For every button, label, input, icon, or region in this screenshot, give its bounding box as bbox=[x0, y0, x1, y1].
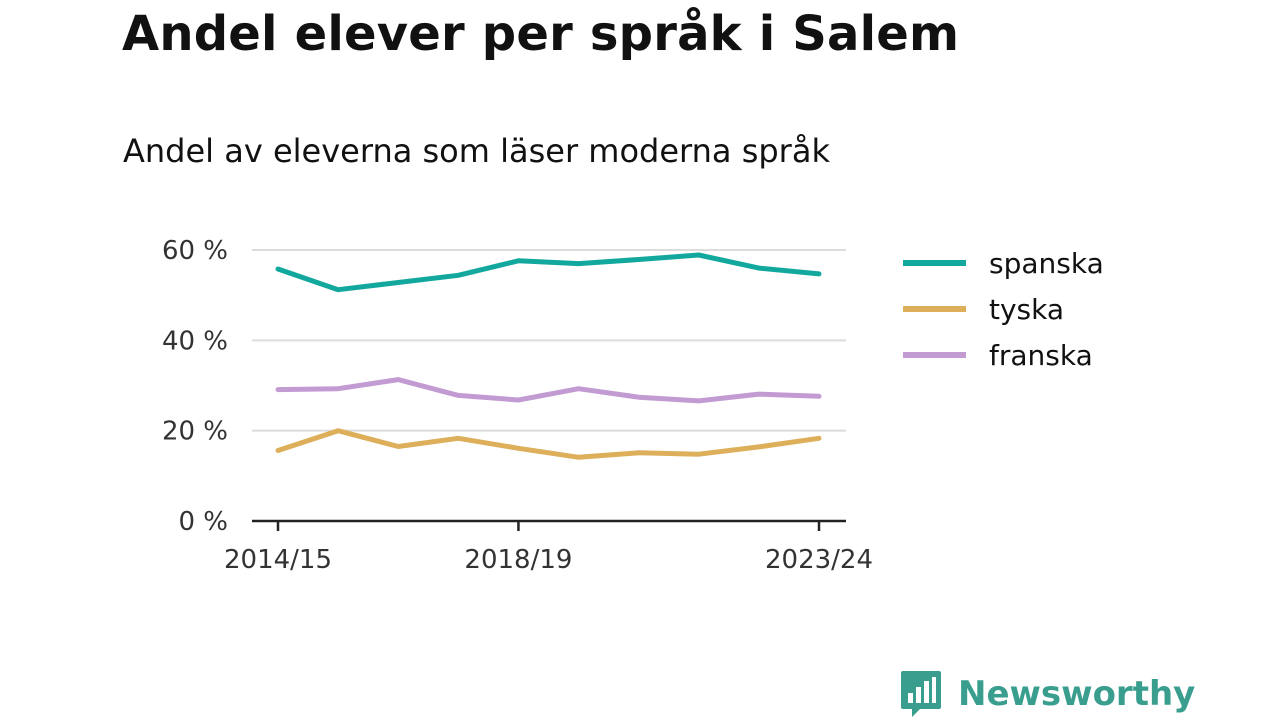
brand-name: Newsworthy bbox=[958, 674, 1196, 714]
series-line-spanska bbox=[275, 252, 822, 293]
chart-title: Andel elever per språk i Salem bbox=[122, 6, 960, 62]
x-tick-label: 2018/19 bbox=[464, 545, 572, 575]
y-axis-tick-labels: 0 % 20 % 40 % 60 % bbox=[162, 236, 228, 537]
x-tick-label: 2014/15 bbox=[224, 545, 332, 575]
newsworthy-logo: Newsworthy bbox=[900, 668, 1195, 720]
legend-label-tyska: tyska bbox=[989, 293, 1064, 326]
series-line-franska bbox=[275, 377, 822, 404]
chart-subtitle: Andel av eleverna som läser moderna språ… bbox=[123, 132, 830, 170]
line-chart: 0 % 20 % 40 % 60 % 2014/15 2018/19 2023/24 sp… bbox=[162, 236, 1104, 575]
x-tick-label: 2023/24 bbox=[765, 545, 873, 575]
x-axis-tick-labels: 2014/15 2018/19 2023/24 bbox=[224, 545, 873, 575]
x-axis bbox=[252, 519, 846, 531]
y-tick-label: 60 % bbox=[162, 236, 228, 266]
legend: spanska tyska franska bbox=[903, 247, 1104, 372]
bar-chart-speech-bubble-icon bbox=[901, 671, 941, 717]
y-tick-label: 0 % bbox=[178, 507, 228, 537]
y-tick-label: 20 % bbox=[162, 417, 228, 447]
grid-lines bbox=[252, 249, 846, 432]
series-line-tyska bbox=[275, 428, 822, 460]
y-tick-label: 40 % bbox=[162, 326, 228, 356]
legend-label-spanska: spanska bbox=[989, 247, 1104, 280]
series-lines bbox=[275, 252, 822, 460]
legend-label-franska: franska bbox=[989, 339, 1093, 372]
